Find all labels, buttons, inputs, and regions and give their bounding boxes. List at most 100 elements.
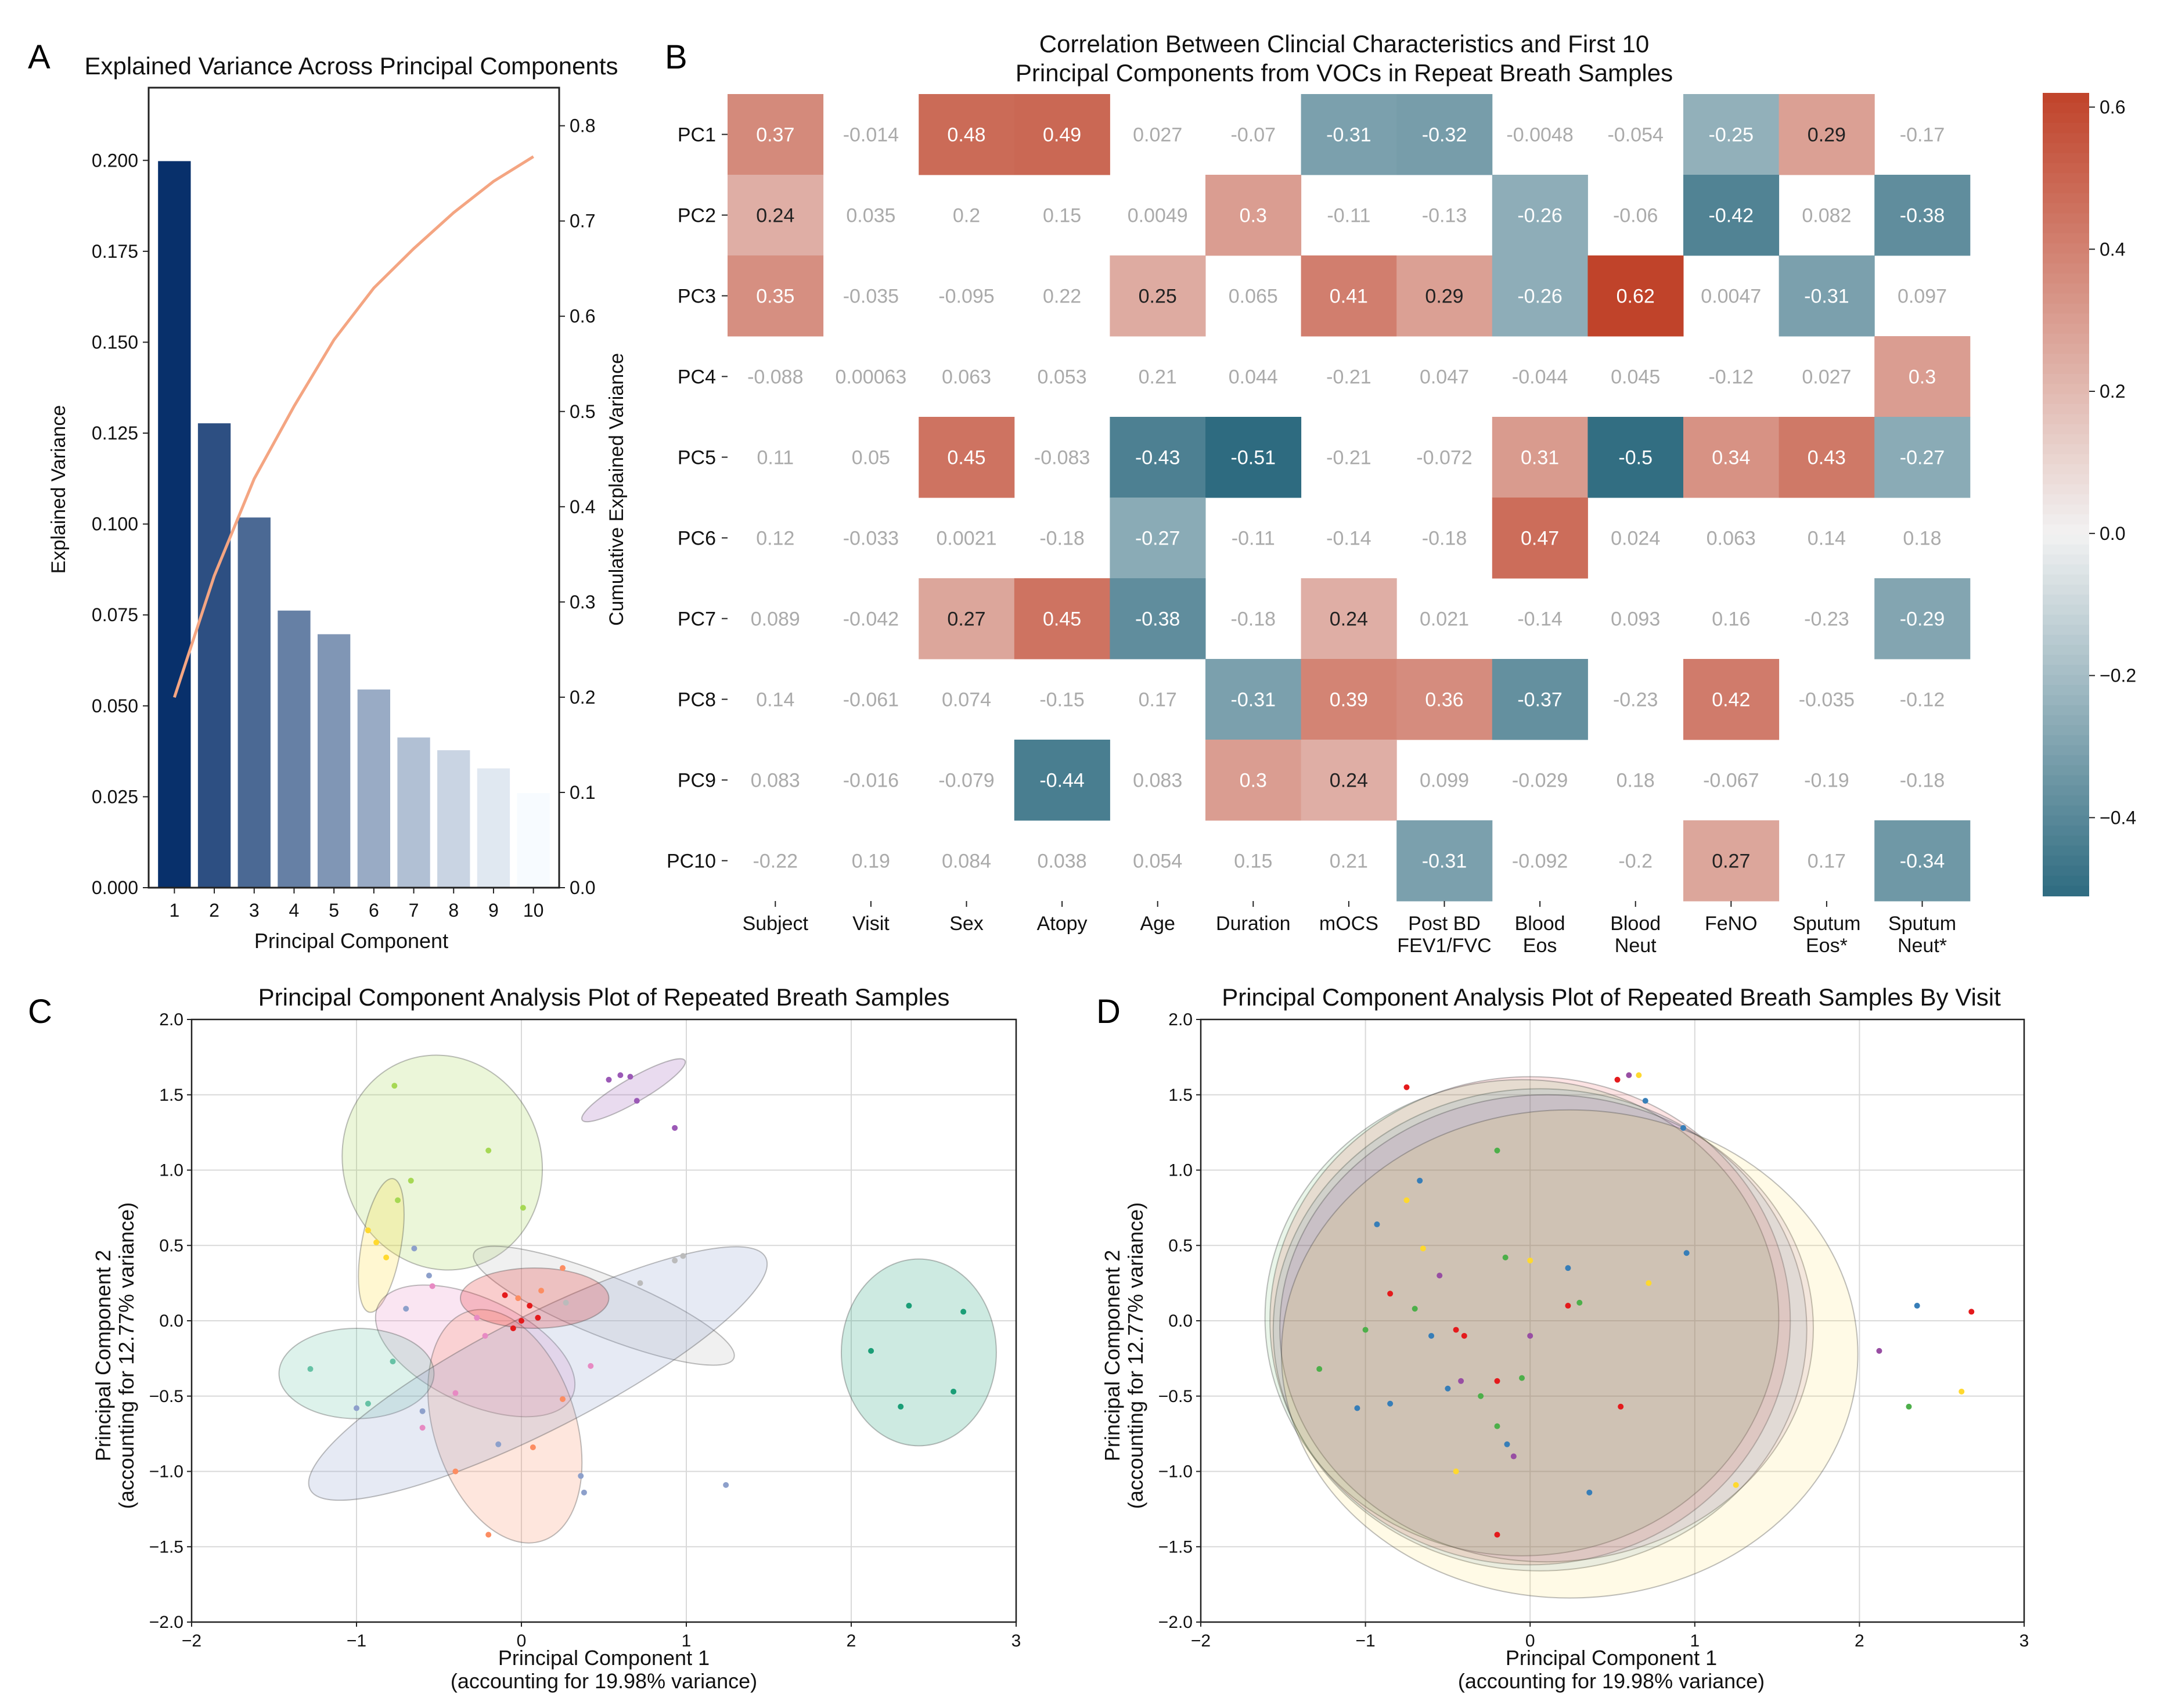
panel-c-point — [495, 1441, 502, 1447]
panel-b-cell — [1396, 94, 1493, 175]
panel-b-cell-label: 0.14 — [1808, 528, 1846, 550]
panel-b-colorbar-segment — [2043, 143, 2089, 154]
panel-b-colorbar-segment — [2043, 363, 2089, 375]
panel-b-colorbar-segment — [2043, 795, 2089, 806]
panel-a-plot-frame — [147, 87, 560, 889]
panel-a-xtick-label: 2 — [209, 900, 219, 921]
panel-b-colorbar-label: 0.0 — [2100, 523, 2125, 544]
panel-b-colorbar-label: 0.2 — [2100, 381, 2125, 402]
panel-d-point — [1502, 1255, 1509, 1261]
panel-a-bar-pc3 — [237, 517, 271, 888]
panel-b-cell — [1492, 175, 1588, 256]
panel-b-colorbar-segment — [2043, 233, 2089, 244]
panel-a-bar-pc10 — [517, 793, 550, 888]
panel-d-point — [1437, 1273, 1443, 1279]
panel-c-ytick-label: −1.0 — [149, 1462, 183, 1482]
panel-c-point — [365, 1400, 371, 1407]
panel-d-ylabel-sub: (accounting for 12.77% variance) — [1124, 1202, 1147, 1509]
panel-b-row-label: PC9 — [678, 770, 716, 792]
panel-c-point — [530, 1444, 536, 1450]
panel-b-cell — [1874, 336, 1971, 417]
panel-c-ytick-label: 0.5 — [159, 1236, 183, 1255]
panel-d-point — [1458, 1378, 1464, 1384]
panel-b-cell-label: -0.18 — [1422, 528, 1467, 550]
panel-b-colorbar-segment — [2043, 293, 2089, 305]
panel-b-cell — [1683, 820, 1780, 902]
panel-d-point — [1614, 1076, 1621, 1083]
panel-c-point — [538, 1288, 545, 1294]
panel-d-point — [1527, 1257, 1533, 1264]
panel-b-cell-label: 0.0021 — [937, 528, 997, 550]
panel-a-ytick-label: 0.125 — [92, 423, 138, 444]
panel-a-y2tick-label: 0.8 — [570, 116, 595, 136]
panel-c-point — [606, 1076, 612, 1083]
panel-b-cell-label: -0.083 — [1034, 447, 1090, 469]
panel-b-cell-label: -0.18 — [1039, 528, 1085, 550]
panel-c-xlabel: Principal Component 1 — [498, 1646, 710, 1670]
panel-a-y2tick-label: 0.4 — [570, 496, 595, 517]
panel-b-cell-label: 0.36 — [1425, 689, 1463, 711]
panel-b-colorbar-segment — [2043, 354, 2089, 365]
panel-b-cell-label: -0.31 — [1326, 124, 1371, 146]
panel-a-ylabel: Explained Variance — [48, 405, 70, 574]
panel-b-cell-label: 0.17 — [1808, 851, 1846, 873]
panel-b-cell — [1779, 417, 1875, 498]
panel-c-point — [390, 1359, 396, 1365]
panel-b-colorbar-segment — [2043, 243, 2089, 254]
panel-b-colorbar-segment — [2043, 644, 2089, 656]
panel-b-cell-label: 0.21 — [1139, 366, 1177, 388]
panel-b-cell-label: 0.097 — [1898, 286, 1947, 308]
panel-b-cell-label: 0.054 — [1133, 851, 1182, 873]
panel-d-point — [1618, 1403, 1624, 1410]
panel-b-heatmap: Correlation Between Clincial Characteris… — [667, 30, 2136, 957]
panel-b-cell-label: 0.063 — [1707, 528, 1756, 550]
panel-b-cell-label: 0.37 — [756, 124, 794, 146]
panel-letter-a: A — [28, 38, 51, 76]
panel-c-point — [452, 1390, 459, 1396]
panel-b-cell — [919, 578, 1015, 660]
panel-d-point — [1362, 1327, 1369, 1333]
panel-b-cell-label: -0.27 — [1900, 447, 1945, 469]
panel-d-point — [1428, 1332, 1435, 1339]
panel-b-cell-label: 0.093 — [1611, 608, 1660, 630]
panel-c-ylabel-sub: (accounting for 12.77% variance) — [114, 1202, 138, 1509]
panel-d-point — [1316, 1366, 1323, 1372]
panel-b-col-label: FEV1/FVC — [1397, 935, 1491, 957]
panel-b-colorbar-segment — [2043, 193, 2089, 204]
panel-b-colorbar-segment — [2043, 223, 2089, 235]
panel-c-ytick-label: 1.0 — [159, 1161, 183, 1180]
panel-b-cell-label: 0.063 — [942, 366, 991, 388]
panel-b-cell-label: 0.024 — [1611, 528, 1660, 550]
panel-b-colorbar-segment — [2043, 524, 2089, 535]
panel-b-cell-label: -0.31 — [1804, 286, 1849, 308]
panel-b-cell — [1301, 740, 1397, 821]
panel-d-xtick-label: 3 — [2019, 1631, 2029, 1651]
panel-d-ylabel: Principal Component 2 — [1100, 1250, 1124, 1461]
panel-b-cell — [1492, 255, 1588, 337]
panel-b-colorbar-segment — [2043, 394, 2089, 405]
panel-b-colorbar-segment — [2043, 414, 2089, 425]
panel-c-point — [502, 1292, 508, 1298]
panel-c-xtick-label: 0 — [517, 1631, 527, 1651]
panel-b-colorbar-segment — [2043, 825, 2089, 837]
panel-a-y2tick-label: 0.2 — [570, 687, 595, 708]
panel-b-colorbar-segment — [2043, 675, 2089, 686]
panel-d-point — [1420, 1245, 1426, 1252]
panel-b-cell-label: -0.095 — [938, 286, 994, 308]
panel-b-cell-label: -0.5 — [1618, 447, 1653, 469]
panel-c-point — [429, 1283, 435, 1289]
panel-d-point — [1914, 1303, 1920, 1309]
panel-c-point — [452, 1468, 459, 1475]
panel-d-point — [1403, 1197, 1410, 1203]
panel-d-point — [1576, 1299, 1583, 1306]
panel-b-cell-label: 0.21 — [1330, 851, 1368, 873]
panel-c-point — [951, 1388, 957, 1394]
panel-b-colorbar-segment — [2043, 253, 2089, 264]
panel-a-title: Explained Variance Across Principal Comp… — [84, 52, 618, 80]
panel-b-colorbar-segment — [2043, 785, 2089, 797]
panel-d-xtick-label: 1 — [1690, 1631, 1700, 1651]
panel-b-cell-label: 0.16 — [1712, 608, 1750, 630]
panel-b-colorbar-segment — [2043, 594, 2089, 606]
panel-d-point — [1494, 1423, 1500, 1429]
